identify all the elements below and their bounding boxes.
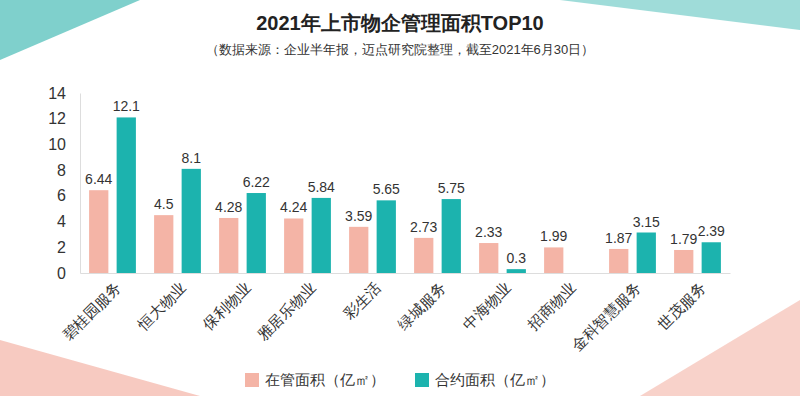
x-axis: 碧桂园服务恒大物业保利物业雅居乐物业彩生活绿城服务中海物业招商物业金科智慧服务世… [59, 273, 731, 354]
y-tick-label: 8 [57, 162, 66, 179]
data-label: 3.15 [633, 214, 660, 230]
x-tick-label: 中海物业 [460, 278, 514, 332]
data-label: 1.87 [605, 230, 632, 246]
x-tick: 保利物业 [200, 273, 254, 333]
legend-label: 合约面积（亿㎡） [435, 371, 555, 388]
data-label: 5.84 [308, 179, 335, 195]
bar [544, 247, 563, 273]
y-tick-label: 12 [48, 110, 66, 127]
y-tick: 6 [57, 187, 80, 204]
y-tick-label: 14 [48, 85, 66, 102]
data-label: 2.33 [475, 224, 502, 240]
y-tick: 4 [57, 213, 80, 230]
y-tick-label: 0 [57, 265, 66, 282]
bar [117, 117, 136, 273]
x-tick-label: 碧桂园服务 [59, 278, 124, 343]
x-tick-label: 雅居乐物业 [254, 278, 319, 343]
subtitle: （数据来源：企业半年报，迈点研究院整理，截至2021年6月30日） [206, 42, 595, 57]
bar [349, 227, 368, 273]
bars [89, 117, 721, 273]
y-axis-line [80, 94, 81, 274]
bar [284, 218, 303, 273]
bar [609, 249, 628, 273]
bar [637, 233, 656, 274]
data-label: 2.39 [698, 223, 725, 239]
x-tick-label: 世茂服务 [655, 278, 709, 332]
x-tick: 恒大物业 [134, 273, 189, 334]
data-label: 1.99 [540, 228, 567, 244]
y-tick: 10 [48, 136, 80, 153]
chart: 2021年上市物企管理面积TOP10 （数据来源：企业半年报，迈点研究院整理，截至… [0, 0, 800, 396]
y-tick: 0 [57, 265, 80, 282]
data-label: 5.65 [373, 181, 400, 197]
x-tick: 金科智慧服务 [568, 273, 644, 354]
x-tick: 彩生活 [340, 273, 384, 322]
x-tick: 招商物业 [524, 273, 579, 334]
x-tick-label: 保利物业 [200, 278, 254, 332]
y-tick: 8 [57, 162, 80, 179]
x-tick-label: 恒大物业 [134, 278, 189, 333]
legend-item: 合约面积（亿㎡） [415, 371, 555, 388]
data-label: 3.59 [345, 208, 372, 224]
x-axis-line [81, 273, 731, 274]
bar [674, 250, 693, 273]
data-label: 1.79 [670, 231, 697, 247]
data-label: 5.75 [438, 180, 465, 196]
legend-swatch [415, 373, 429, 387]
bar [479, 243, 498, 273]
y-tick-label: 6 [57, 187, 66, 204]
data-labels: 6.44 4.5 4.28 4.24 3.59 2.73 2.33 1.99 1.87 1.79 1… [85, 98, 725, 266]
y-tick-label: 2 [57, 239, 66, 256]
x-tick: 中海物业 [460, 273, 514, 333]
bar [154, 215, 173, 273]
x-tick: 绿城服务 [395, 273, 449, 333]
x-tick-label: 招商物业 [524, 278, 579, 333]
legend: 在管面积（亿㎡） 合约面积（亿㎡） [245, 371, 555, 388]
bar [702, 242, 721, 273]
bar [219, 218, 238, 273]
data-label: 12.1 [113, 98, 140, 114]
data-label: 8.1 [182, 150, 202, 166]
data-label: 6.44 [85, 171, 112, 187]
bar [414, 238, 433, 273]
y-tick: 12 [48, 110, 80, 127]
data-label: 0.3 [507, 250, 527, 266]
bar [247, 193, 266, 273]
y-tick-label: 10 [48, 136, 66, 153]
legend-item: 在管面积（亿㎡） [245, 371, 385, 388]
bar [377, 200, 396, 273]
bar [312, 198, 331, 273]
legend-swatch [245, 373, 259, 387]
y-tick-label: 4 [57, 213, 66, 230]
x-tick: 碧桂园服务 [59, 273, 124, 344]
data-label: 6.22 [243, 174, 270, 190]
data-label: 4.24 [280, 199, 307, 215]
corner-top [0, 0, 140, 60]
x-tick: 雅居乐物业 [254, 273, 319, 344]
background [0, 0, 800, 396]
bar [89, 190, 108, 273]
frame [0, 0, 800, 396]
bar [507, 269, 526, 273]
bar [442, 199, 461, 273]
legend-label: 在管面积（亿㎡） [265, 371, 385, 388]
data-label: 4.5 [154, 196, 174, 212]
title: 2021年上市物企管理面积TOP10 [256, 12, 544, 34]
y-tick: 2 [57, 239, 80, 256]
y-axis: 0 2 4 6 8 10 12 14 [48, 85, 80, 282]
data-label: 4.28 [215, 199, 242, 215]
x-tick-label: 彩生活 [340, 278, 384, 322]
y-tick: 14 [48, 85, 80, 102]
corner-top-right [560, 0, 800, 30]
bar [182, 169, 201, 273]
x-tick-label: 绿城服务 [395, 278, 449, 332]
x-tick: 世茂服务 [655, 273, 709, 333]
corner-bottom [0, 340, 200, 396]
data-label: 2.73 [410, 219, 437, 235]
x-tick-label: 金科智慧服务 [568, 278, 644, 354]
